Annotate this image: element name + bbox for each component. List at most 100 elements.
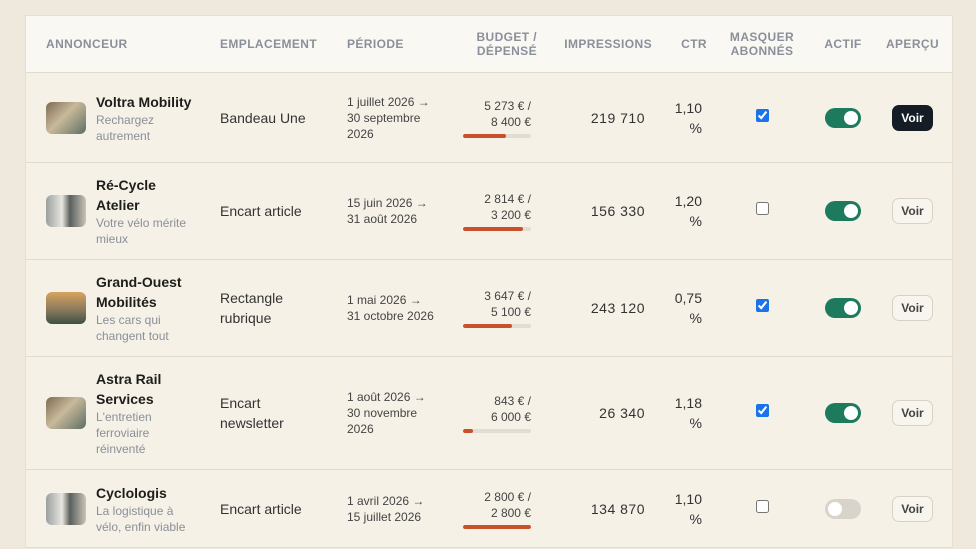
impressions: 243 120 [590, 300, 645, 316]
active-cell [813, 201, 873, 221]
ads-table: ANNONCEUR EMPLACEMENT PÉRIODE BUDGET / DÉPE… [25, 15, 953, 548]
active-toggle[interactable] [825, 201, 861, 221]
column-header: BUDGET / DÉPENSÉ [476, 30, 537, 58]
budget-fill [463, 227, 523, 231]
spent-label: 3 647 € / [484, 289, 531, 303]
advertiser-cell: Cyclologis La logistique à vélo, enfin vi… [26, 483, 216, 535]
period: 1 avril 2026 → 15 juillet 2026 [347, 493, 425, 524]
advertiser-name: Grand-Ouest Mobilités [96, 274, 182, 310]
ctr: 1,10 % [674, 99, 702, 136]
preview-cell: Voir [873, 400, 952, 426]
ctr: 1,18 % [674, 395, 702, 431]
table-row: Astra Rail Services L'entretien ferroviai… [26, 357, 952, 470]
budget-bar [463, 133, 531, 138]
table-row: Grand-Ouest Mobilités Les cars qui change… [26, 260, 952, 357]
advertiser-text: Voltra Mobility Rechargez autrement [96, 92, 201, 144]
advertiser-tagline: L'entretien ferroviaire réinventé [96, 410, 152, 456]
column-header: ANNONCEUR [46, 37, 128, 51]
column-header: PÉRIODE [347, 37, 404, 51]
preview-button[interactable]: Voir [892, 295, 933, 321]
impressions: 219 710 [590, 109, 645, 126]
budget-fill [463, 133, 506, 138]
advertiser-text: Ré-Cycle Atelier Votre vélo mérite mieux [96, 175, 201, 247]
advertiser-thumbnail [46, 397, 86, 429]
hide-subscribers-cell [711, 202, 813, 220]
advertiser-tagline: Rechargez autrement [96, 112, 155, 143]
period: 1 juillet 2026 → 30 septembre 2026 [347, 94, 430, 141]
hide-subscribers-checkbox[interactable] [755, 108, 769, 122]
budget-cell: 2 814 € / 3 200 € [446, 191, 541, 231]
hide-subscribers-checkbox[interactable] [755, 202, 769, 215]
active-toggle[interactable] [825, 498, 861, 519]
advertiser-tagline: Les cars qui changent tout [96, 313, 169, 343]
advertiser-name: Cyclologis [96, 484, 167, 501]
spent-label: 843 € / [494, 394, 531, 408]
active-cell [813, 107, 873, 128]
advertiser-text: Grand-Ouest Mobilités Les cars qui change… [96, 272, 201, 344]
hide-subscribers-cell [711, 499, 813, 518]
advertiser-cell: Grand-Ouest Mobilités Les cars qui change… [26, 272, 216, 344]
budget-cell: 5 273 € /8 400 € [446, 98, 541, 138]
placement: Bandeau Une [220, 109, 306, 126]
hide-subscribers-checkbox[interactable] [755, 299, 769, 312]
budget-label: 5 100 € [490, 305, 531, 319]
advertiser-name: Voltra Mobility [96, 93, 192, 110]
preview-cell: Voir [873, 495, 952, 522]
advertiser-thumbnail [46, 292, 86, 324]
budget-cell: 843 € / 6 000 € [446, 393, 541, 433]
advertiser-thumbnail [46, 101, 86, 134]
table-row: Voltra Mobility Rechargez autrement Bandea… [26, 73, 952, 163]
preview-button[interactable]: Voir [892, 104, 933, 131]
active-cell [813, 403, 873, 423]
table-header: ANNONCEUR EMPLACEMENT PÉRIODE BUDGET / DÉPE… [26, 16, 952, 73]
column-header: ACTIF [824, 37, 862, 51]
active-toggle[interactable] [825, 403, 861, 423]
hide-subscribers-checkbox[interactable] [755, 499, 769, 513]
advertiser-text: Astra Rail Services L'entretien ferroviai… [96, 369, 201, 457]
period: 15 juin 2026 → 31 août 2026 [347, 196, 428, 226]
advertiser-cell: Voltra Mobility Rechargez autrement [26, 92, 216, 144]
placement: Encart newsletter [220, 395, 284, 431]
spent-label: 2 800 € / [484, 489, 531, 504]
advertiser-text: Cyclologis La logistique à vélo, enfin vi… [96, 483, 201, 535]
budget-cell: 2 800 € /2 800 € [446, 489, 541, 529]
budget-fill [463, 429, 473, 433]
active-cell [813, 498, 873, 519]
active-toggle[interactable] [825, 107, 861, 128]
advertiser-tagline: La logistique à vélo, enfin viable [96, 503, 186, 534]
hide-subscribers-cell [711, 404, 813, 422]
placement: Rectangle rubrique [220, 290, 284, 326]
hide-subscribers-checkbox[interactable] [755, 404, 769, 417]
advertiser-cell: Astra Rail Services L'entretien ferroviai… [26, 369, 216, 457]
active-cell [813, 298, 873, 318]
ctr: 1,20 % [674, 193, 702, 229]
advertiser-thumbnail [46, 195, 86, 227]
budget-label: 8 400 € [490, 114, 531, 129]
active-toggle[interactable] [825, 298, 861, 318]
advertiser-name: Astra Rail Services [96, 371, 162, 407]
budget-fill [463, 524, 531, 529]
table-row: Ré-Cycle Atelier Votre vélo mérite mieux E… [26, 163, 952, 260]
budget-bar [463, 227, 531, 231]
preview-button[interactable]: Voir [892, 198, 933, 224]
column-header: APERÇU [885, 37, 940, 51]
budget-fill [463, 324, 512, 328]
placement: Encart article [220, 500, 302, 517]
impressions: 156 330 [590, 203, 645, 219]
budget-cell: 3 647 € / 5 100 € [446, 288, 541, 328]
column-header: CTR [681, 37, 707, 51]
impressions: 134 870 [590, 500, 645, 517]
budget-label: 6 000 € [490, 410, 531, 424]
hide-subscribers-cell [711, 108, 813, 127]
hide-subscribers-cell [711, 299, 813, 317]
advertiser-cell: Ré-Cycle Atelier Votre vélo mérite mieux [26, 175, 216, 247]
ctr: 1,10 % [674, 490, 702, 527]
advertiser-tagline: Votre vélo mérite mieux [96, 216, 187, 246]
spent-label: 5 273 € / [484, 98, 531, 113]
column-header: EMPLACEMENT [220, 37, 318, 51]
preview-button[interactable]: Voir [892, 495, 933, 522]
column-header: IMPRESSIONS [564, 37, 652, 51]
preview-button[interactable]: Voir [892, 400, 933, 426]
impressions: 26 340 [599, 405, 645, 421]
